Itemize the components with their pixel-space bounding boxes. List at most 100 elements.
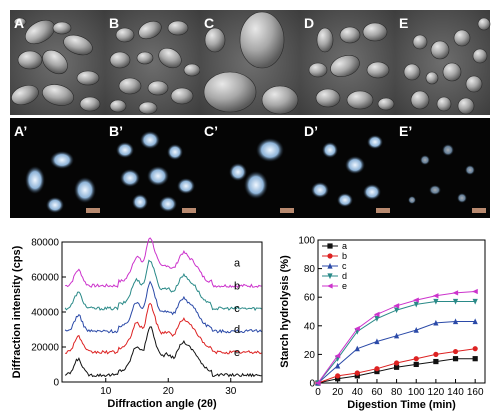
dig-x-tick-label: 60 bbox=[371, 387, 383, 398]
xrd-curve-label: e bbox=[234, 347, 240, 359]
dig-series-line-d bbox=[317, 301, 476, 384]
dig-point-d bbox=[413, 301, 419, 308]
xrd-series-e bbox=[64, 326, 262, 378]
dig-point-c bbox=[374, 338, 380, 345]
plm-panel-label: E’ bbox=[399, 123, 412, 139]
dig-point-e bbox=[334, 353, 341, 359]
sem-panel-label: C bbox=[204, 15, 214, 31]
xrd-series-c bbox=[64, 280, 262, 334]
xrd-curve-label: a bbox=[234, 258, 241, 270]
dig-point-b bbox=[433, 351, 439, 357]
dig-plot-frame bbox=[317, 239, 486, 384]
dig-y-tick-label: 60 bbox=[304, 293, 316, 304]
dig-point-d bbox=[472, 298, 478, 305]
sem-panel-d: D bbox=[300, 10, 395, 115]
dig-point-a bbox=[335, 376, 341, 382]
dig-point-b bbox=[472, 346, 478, 352]
dig-point-a bbox=[472, 356, 478, 362]
dig-legend-label: c bbox=[342, 261, 347, 271]
xrd-curve-label: c bbox=[234, 303, 240, 315]
xrd-plot-frame bbox=[61, 241, 263, 383]
plm-panel-e: E’ bbox=[399, 123, 486, 213]
xrd-y-tick-label: 0 bbox=[53, 378, 59, 389]
dig-y-tick-label: 20 bbox=[304, 350, 316, 361]
xrd-curve-label: b bbox=[234, 280, 240, 292]
xrd-y-tick-label: 40000 bbox=[31, 308, 59, 319]
dig-point-a bbox=[433, 358, 439, 365]
dig-y-tick-label: 0 bbox=[309, 379, 315, 390]
xrd-y-tick-label: 20000 bbox=[31, 343, 59, 354]
dig-point-b bbox=[354, 370, 360, 376]
sem-panel-label: A bbox=[14, 15, 24, 31]
dig-point-e bbox=[373, 311, 380, 317]
dig-point-a bbox=[393, 364, 400, 370]
sem-panel-c: C bbox=[200, 10, 300, 115]
xrd-x-tick-label: 10 bbox=[100, 386, 112, 397]
dig-x-tick-label: 140 bbox=[447, 387, 464, 398]
dig-x-axis-title: Digestion Time (min) bbox=[347, 399, 456, 411]
dig-point-c bbox=[413, 326, 419, 333]
sem-panel-b: B bbox=[105, 10, 201, 115]
dig-point-e bbox=[413, 297, 419, 303]
dig-point-c bbox=[433, 319, 439, 326]
xrd-y-tick-label: 80000 bbox=[31, 238, 59, 249]
dig-legend-marker-a bbox=[327, 243, 333, 249]
xrd-series-a bbox=[64, 237, 262, 289]
sem-panel-a: A bbox=[10, 10, 105, 115]
dig-point-a bbox=[354, 373, 360, 379]
plm-panel-a: A’ bbox=[14, 123, 100, 213]
dig-legend-label: d bbox=[342, 271, 347, 281]
dig-point-c bbox=[393, 332, 400, 339]
dig-legend-label: b bbox=[342, 251, 347, 261]
xrd-y-axis-title: Diffraction intensity (cps) bbox=[11, 245, 23, 378]
dig-point-c bbox=[452, 318, 459, 325]
plm-panel-c: C’ bbox=[204, 123, 294, 213]
dig-x-tick-label: 100 bbox=[408, 387, 425, 398]
xrd-x-axis-title: Diffraction angle (2θ) bbox=[107, 398, 217, 410]
dig-point-d bbox=[374, 316, 380, 322]
dig-point-c bbox=[472, 318, 478, 325]
sem-panel-label: B bbox=[109, 15, 119, 31]
dig-x-tick-label: 20 bbox=[332, 387, 344, 398]
xrd-y-tick-label: 60000 bbox=[31, 273, 59, 284]
dig-legend-label: a bbox=[342, 241, 347, 251]
dig-legend-marker-e bbox=[326, 283, 333, 289]
dig-point-e bbox=[432, 293, 439, 299]
plm-panel-label: D’ bbox=[304, 123, 318, 139]
dig-legend-marker-c bbox=[327, 262, 333, 269]
dig-legend-marker-d bbox=[327, 273, 333, 280]
dig-point-e bbox=[354, 326, 360, 332]
dig-legend-label: e bbox=[342, 281, 347, 291]
dig-point-e bbox=[472, 288, 478, 295]
sem-panel-label: E bbox=[399, 15, 408, 31]
dig-x-tick-label: 120 bbox=[428, 387, 445, 398]
dig-point-a bbox=[374, 368, 380, 375]
dig-point-d bbox=[433, 298, 439, 305]
dig-point-a bbox=[413, 361, 419, 368]
dig-x-tick-label: 40 bbox=[352, 387, 364, 398]
dig-point-e bbox=[393, 303, 400, 309]
sem-panel-e: E bbox=[395, 10, 491, 115]
dig-y-tick-label: 40 bbox=[304, 321, 316, 332]
dig-point-b bbox=[413, 356, 419, 362]
xrd-chart: 0 20000 40000 60000 80000 10 20 30 Diffraction a… bbox=[11, 237, 263, 410]
dig-x-tick-label: 160 bbox=[467, 387, 484, 398]
dig-point-b bbox=[374, 366, 380, 372]
xrd-curve-label: d bbox=[234, 324, 240, 336]
dig-point-c bbox=[335, 362, 341, 369]
sem-panel-label: D bbox=[304, 15, 314, 31]
xrd-x-tick-label: 20 bbox=[163, 386, 175, 397]
dig-point-b bbox=[452, 348, 459, 355]
plm-panel-label: B’ bbox=[109, 123, 123, 139]
xrd-series-d bbox=[65, 302, 262, 355]
plm-panel-d: D’ bbox=[304, 123, 390, 213]
dig-y-tick-label: 80 bbox=[304, 264, 316, 275]
dig-point-b bbox=[393, 360, 400, 366]
dig-point-c bbox=[354, 345, 360, 352]
sem-micrograph-row: A B bbox=[10, 10, 491, 115]
plm-panel-label: C’ bbox=[204, 123, 218, 139]
dig-point-e bbox=[452, 290, 459, 296]
plm-panel-label: A’ bbox=[14, 123, 27, 139]
